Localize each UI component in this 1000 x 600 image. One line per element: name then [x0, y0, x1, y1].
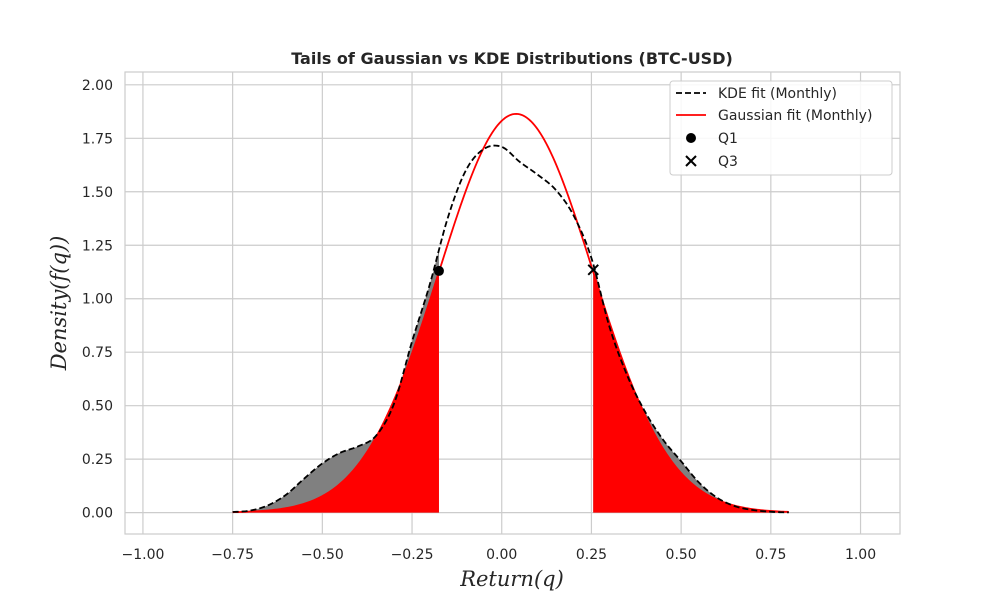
x-tick-label: −0.50 [301, 547, 344, 563]
q1-marker [433, 265, 444, 276]
legend-label: Gaussian fit (Monthly) [718, 108, 872, 124]
y-tick-label: 0.50 [82, 399, 113, 415]
y-tick-label: 1.50 [82, 185, 113, 201]
series-lines [232, 112, 789, 514]
chart-title: Tails of Gaussian vs KDE Distributions (… [291, 49, 733, 68]
y-tick-label: 1.25 [82, 238, 113, 254]
legend-q3-swatch [685, 155, 697, 167]
x-tick-label: −0.75 [211, 547, 254, 563]
legend-label: Q1 [718, 131, 738, 147]
legend: KDE fit (Monthly) Gaussian fit (Monthly) Q… [669, 80, 893, 176]
legend-label: KDE fit (Monthly) [718, 86, 837, 102]
x-tick-label: 0.25 [576, 547, 607, 563]
y-tick-label: 1.75 [82, 131, 113, 147]
tick-labels: −1.00 −0.75 −0.50 −0.25 0.00 0.25 0.50 0.75 1.00… [82, 78, 876, 563]
gaussian-fit-line [232, 112, 789, 514]
gaussian-tail-fill-left [232, 271, 439, 513]
x-tick-label: 0.00 [486, 547, 517, 563]
x-tick-label: −0.25 [391, 547, 434, 563]
x-axis-label: Return(q) [459, 567, 564, 591]
tail-fills [232, 249, 789, 513]
legend-label: Q3 [718, 154, 738, 170]
legend-q1-swatch [686, 133, 696, 143]
y-tick-label: 0.00 [82, 506, 113, 522]
plot-frame [124, 71, 901, 535]
y-tick-label: 2.00 [82, 78, 113, 94]
x-tick-label: 0.75 [755, 547, 786, 563]
y-axis-label: Density(f(q)) [47, 236, 71, 372]
y-tick-label: 1.00 [82, 292, 113, 308]
gaussian-tail-fill-right [593, 271, 789, 513]
quartile-markers [433, 264, 599, 276]
x-tick-label: 0.50 [666, 547, 697, 563]
x-tick-label: 1.00 [845, 547, 876, 563]
kde-fit-line [232, 144, 789, 514]
x-tick-label: −1.00 [121, 547, 164, 563]
q3-marker [587, 264, 599, 276]
y-tick-label: 0.25 [82, 452, 113, 468]
y-tick-label: 0.75 [82, 345, 113, 361]
legend-box [669, 80, 893, 176]
